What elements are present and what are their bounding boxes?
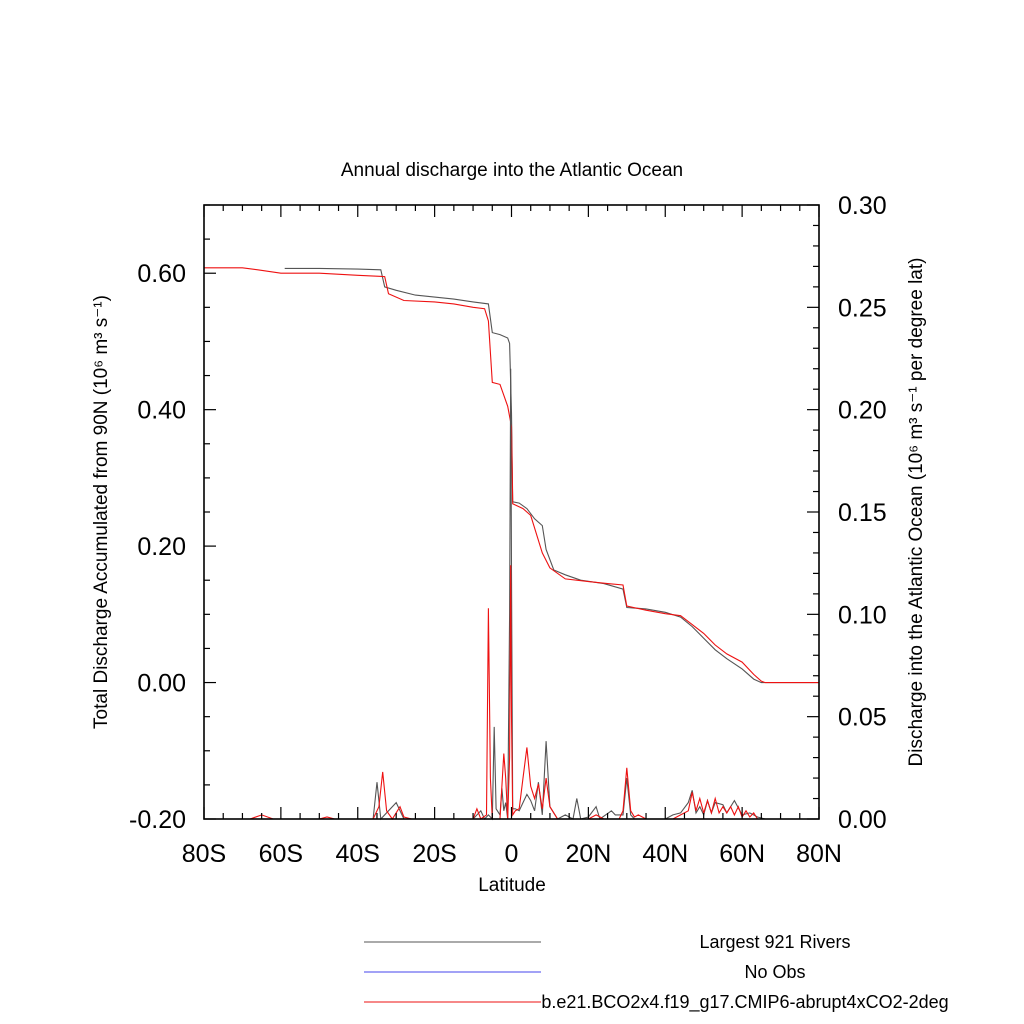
x-tick-label: 80N — [796, 840, 842, 868]
y-right-axis-label: Discharge into the Atlantic Ocean (10⁶ m… — [906, 258, 927, 767]
series-line-0 — [284, 267, 819, 684]
axis-ticks — [203, 204, 820, 820]
series-lines — [204, 267, 819, 821]
x-tick-label: 60N — [719, 840, 765, 868]
y-right-tick-label: 0.20 — [838, 397, 887, 425]
y-left-tick-label: -0.20 — [129, 806, 186, 834]
y-left-axis-label: Total Discharge Accumulated from 90N (10… — [91, 295, 112, 729]
x-tick-label: 80S — [182, 840, 226, 868]
x-tick-label: 0 — [505, 840, 519, 868]
y-left-tick-label: 0.00 — [137, 670, 186, 698]
y-right-tick-label: 0.15 — [838, 499, 887, 527]
x-axis-label: Latitude — [478, 875, 546, 896]
axis-tick-labels: 80S 60S 40S 20S 0 20N 40N 60N 80N -0.20 0.00 0.20 0.… — [129, 192, 887, 868]
legend-label: No Obs — [744, 962, 805, 982]
y-left-tick-label: 0.60 — [137, 260, 186, 288]
y-right-tick-label: 0.00 — [838, 806, 887, 834]
y-right-tick-label: 0.25 — [838, 294, 887, 322]
legend-label: Largest 921 Rivers — [699, 932, 850, 952]
series-line-4 — [204, 565, 819, 820]
series-line-2 — [204, 267, 819, 684]
legend: Largest 921 Rivers No Obs b.e21.BCO2x4.f19… — [364, 932, 949, 1013]
legend-label: b.e21.BCO2x4.f19_g17.CMIP6-abrupt4xCO2-2… — [541, 992, 948, 1013]
chart-title: Annual discharge into the Atlantic Ocean — [341, 160, 683, 181]
y-left-tick-label: 0.20 — [137, 533, 186, 561]
x-tick-label: 40N — [642, 840, 688, 868]
x-tick-label: 40S — [336, 840, 380, 868]
x-tick-label: 60S — [259, 840, 303, 868]
x-tick-label: 20N — [565, 840, 611, 868]
y-right-tick-label: 0.30 — [838, 192, 887, 220]
y-right-tick-label: 0.10 — [838, 601, 887, 629]
x-tick-label: 20S — [412, 840, 456, 868]
y-right-tick-label: 0.05 — [838, 704, 887, 732]
y-left-tick-label: 0.40 — [137, 397, 186, 425]
